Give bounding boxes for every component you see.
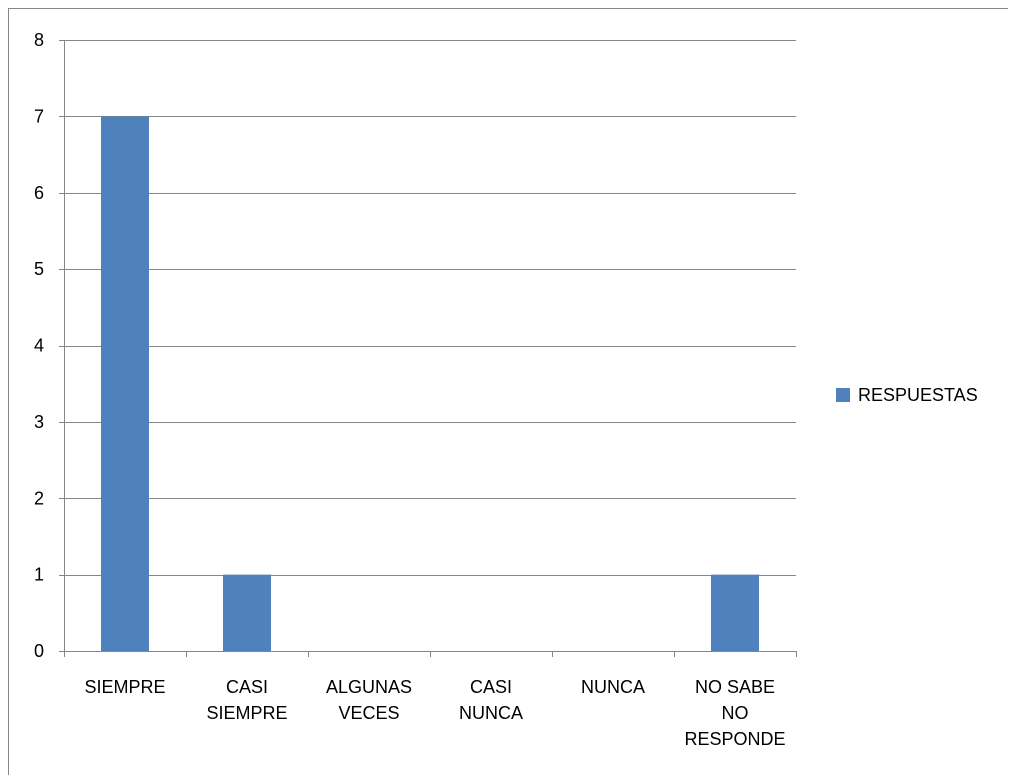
axes <box>59 40 797 657</box>
x-tick-label: CASI SIEMPRE <box>206 677 287 723</box>
bar <box>711 574 759 651</box>
x-tick-label: SIEMPRE <box>84 677 165 697</box>
y-tick-label: 6 <box>34 183 44 203</box>
x-tick-label: ALGUNAS VECES <box>326 677 412 723</box>
y-tick-label: 8 <box>34 30 44 50</box>
y-tick-labels: 0 1 2 3 4 5 6 7 8 <box>34 30 44 661</box>
x-tick-label: CASI NUNCA <box>459 677 523 723</box>
x-tick-labels: SIEMPRE CASI SIEMPRE ALGUNAS VECES CASI NUNCA N… <box>84 677 785 749</box>
y-tick-label: 2 <box>34 488 44 508</box>
y-tick-label: 5 <box>34 259 44 279</box>
x-tick-label: NO SABE NO RESPONDE <box>684 677 785 749</box>
bar <box>223 574 271 651</box>
x-tick-label: NUNCA <box>581 677 645 697</box>
y-tick-label: 4 <box>34 336 44 356</box>
legend-label: RESPUESTAS <box>858 385 978 405</box>
legend: RESPUESTAS <box>836 385 978 405</box>
y-tick-label: 3 <box>34 412 44 432</box>
gridlines <box>64 40 796 576</box>
y-tick-label: 7 <box>34 106 44 126</box>
y-tick-label: 1 <box>34 565 44 585</box>
y-tick-label: 0 <box>34 641 44 661</box>
bars <box>101 116 759 651</box>
legend-swatch <box>836 388 850 402</box>
bar <box>101 116 149 651</box>
